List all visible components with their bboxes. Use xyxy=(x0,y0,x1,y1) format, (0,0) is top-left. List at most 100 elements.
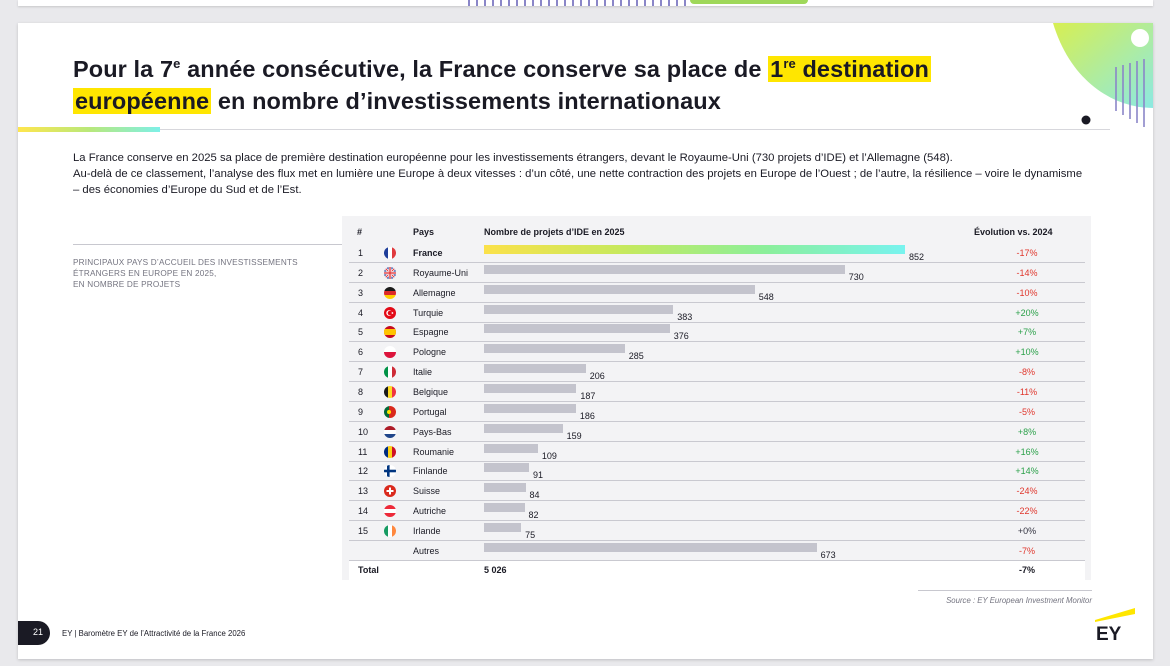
data-bar xyxy=(484,403,576,413)
row-divider xyxy=(349,262,1085,263)
evolution-value: -14% xyxy=(1016,267,1038,278)
page-number-tab: 21 xyxy=(18,621,50,645)
title-highlight: 1re destination xyxy=(768,56,931,82)
evolution-value: -11% xyxy=(1016,386,1038,397)
data-bar xyxy=(484,245,905,254)
total-value: 5 026 xyxy=(484,565,507,575)
row-rank: 3 xyxy=(358,287,364,298)
table-row: 5 Espagne 376 +7% xyxy=(349,322,1085,343)
table-row: 11 Roumanie 109 +16% xyxy=(349,442,1085,462)
data-label: 548 xyxy=(758,291,774,302)
country-name: Roumanie xyxy=(413,446,455,457)
evolution-value: +20% xyxy=(1015,307,1039,318)
row-rank: 6 xyxy=(358,347,364,358)
ranking-table xyxy=(342,216,1091,580)
row-divider xyxy=(349,460,1085,462)
country-name: Pologne xyxy=(413,347,447,358)
row-rank: 11 xyxy=(358,446,368,457)
row-rank: 1 xyxy=(358,248,364,258)
header-country: Pays xyxy=(413,227,435,237)
flag-ch-icon xyxy=(384,485,396,498)
data-bar xyxy=(484,443,538,453)
evolution-value: -7% xyxy=(1018,545,1035,556)
intro-paragraph: La France conserve en 2025 sa place de p… xyxy=(73,152,1083,196)
row-divider xyxy=(349,440,1085,442)
flag-at-icon xyxy=(384,505,396,518)
evolution-value: -17% xyxy=(1016,248,1038,258)
row-divider xyxy=(349,539,1085,541)
data-bar xyxy=(484,463,529,473)
country-name: Irlande xyxy=(413,525,441,536)
flag-ie-icon xyxy=(384,524,396,537)
country-name: Autriche xyxy=(413,506,447,517)
data-label: 186 xyxy=(579,410,595,421)
row-divider xyxy=(349,321,1085,323)
row-divider xyxy=(349,400,1085,402)
data-label: 159 xyxy=(566,430,582,441)
data-label: 109 xyxy=(541,450,557,461)
flag-ro-icon xyxy=(384,445,396,458)
total-evolution: -7% xyxy=(1018,565,1035,575)
country-name: Suisse xyxy=(413,486,441,497)
flag-fi-icon xyxy=(384,465,396,478)
table-row: 4 Turquie 383 +20% xyxy=(349,303,1085,323)
evolution-value: -8% xyxy=(1018,367,1035,378)
table-row: 13 Suisse 84 -24% xyxy=(349,481,1085,502)
data-bar xyxy=(484,542,817,552)
data-bar xyxy=(484,364,586,374)
country-name: Autres xyxy=(413,545,440,556)
flag-fr-icon xyxy=(384,247,396,259)
country-name: Finlande xyxy=(413,466,448,477)
country-name: Belgique xyxy=(413,386,449,397)
corner-decoration-graphic xyxy=(1053,23,1153,127)
country-name: Pays-Bas xyxy=(413,426,452,437)
data-label: 730 xyxy=(848,271,864,282)
table-row: 2 Royaume-Uni 730 -14% xyxy=(349,263,1085,283)
chart-caption: PRINCIPAUX PAYS D’ACCUEIL DES INVESTISSE… xyxy=(73,244,343,290)
evolution-value: +14% xyxy=(1015,466,1039,477)
previous-slide-decor-green xyxy=(690,0,808,4)
row-rank: 14 xyxy=(358,506,369,517)
evolution-value: -10% xyxy=(1016,287,1038,298)
country-name: Turquie xyxy=(413,307,444,318)
row-divider xyxy=(349,559,1085,561)
flag-gb-icon xyxy=(384,266,396,279)
row-rank: 2 xyxy=(358,267,364,278)
table-row: 12 Finlande 91 +14% xyxy=(349,461,1085,482)
flag-be-icon xyxy=(384,385,396,398)
footer-text: EY | Baromètre EY de l’Attractivité de l… xyxy=(62,629,246,638)
evolution-value: +10% xyxy=(1015,347,1039,358)
country-name: France xyxy=(413,248,443,258)
row-rank: 7 xyxy=(358,367,364,378)
row-divider xyxy=(349,341,1085,343)
data-label: 187 xyxy=(580,390,596,401)
data-bar xyxy=(484,284,755,294)
flag-nl-icon xyxy=(384,425,396,438)
table-row: 14 Autriche 82 -22% xyxy=(349,501,1085,522)
table-row: 1 France 852 -17% xyxy=(349,243,1085,263)
evolution-value: +8% xyxy=(1017,426,1037,437)
table-row: 3 Allemagne 548 -10% xyxy=(349,283,1085,303)
page-number: 21 xyxy=(33,627,44,637)
table-row: 6 Pologne 285 +10% xyxy=(349,342,1085,363)
data-label: 852 xyxy=(909,252,925,262)
flag-es-icon xyxy=(384,326,396,339)
data-bar xyxy=(484,423,563,433)
slide: Pour la 7e année consécutive, la France … xyxy=(18,23,1153,659)
data-bar xyxy=(484,264,845,274)
country-name: Royaume-Uni xyxy=(413,267,469,278)
data-label: 75 xyxy=(525,529,536,540)
evolution-value: -5% xyxy=(1018,406,1035,417)
row-rank: 15 xyxy=(358,525,369,536)
data-label: 91 xyxy=(533,470,544,481)
evolution-value: +7% xyxy=(1017,327,1037,338)
row-divider xyxy=(349,381,1085,383)
flag-de-icon xyxy=(384,286,396,299)
table-row: 8 Belgique 187 -11% xyxy=(349,382,1085,402)
flag-it-icon xyxy=(384,366,396,379)
table-row: 7 Italie 206 -8% xyxy=(349,362,1085,383)
evolution-value: -24% xyxy=(1016,486,1038,497)
row-rank: 10 xyxy=(358,426,369,437)
evolution-value: +16% xyxy=(1015,446,1039,457)
row-divider xyxy=(349,420,1085,422)
